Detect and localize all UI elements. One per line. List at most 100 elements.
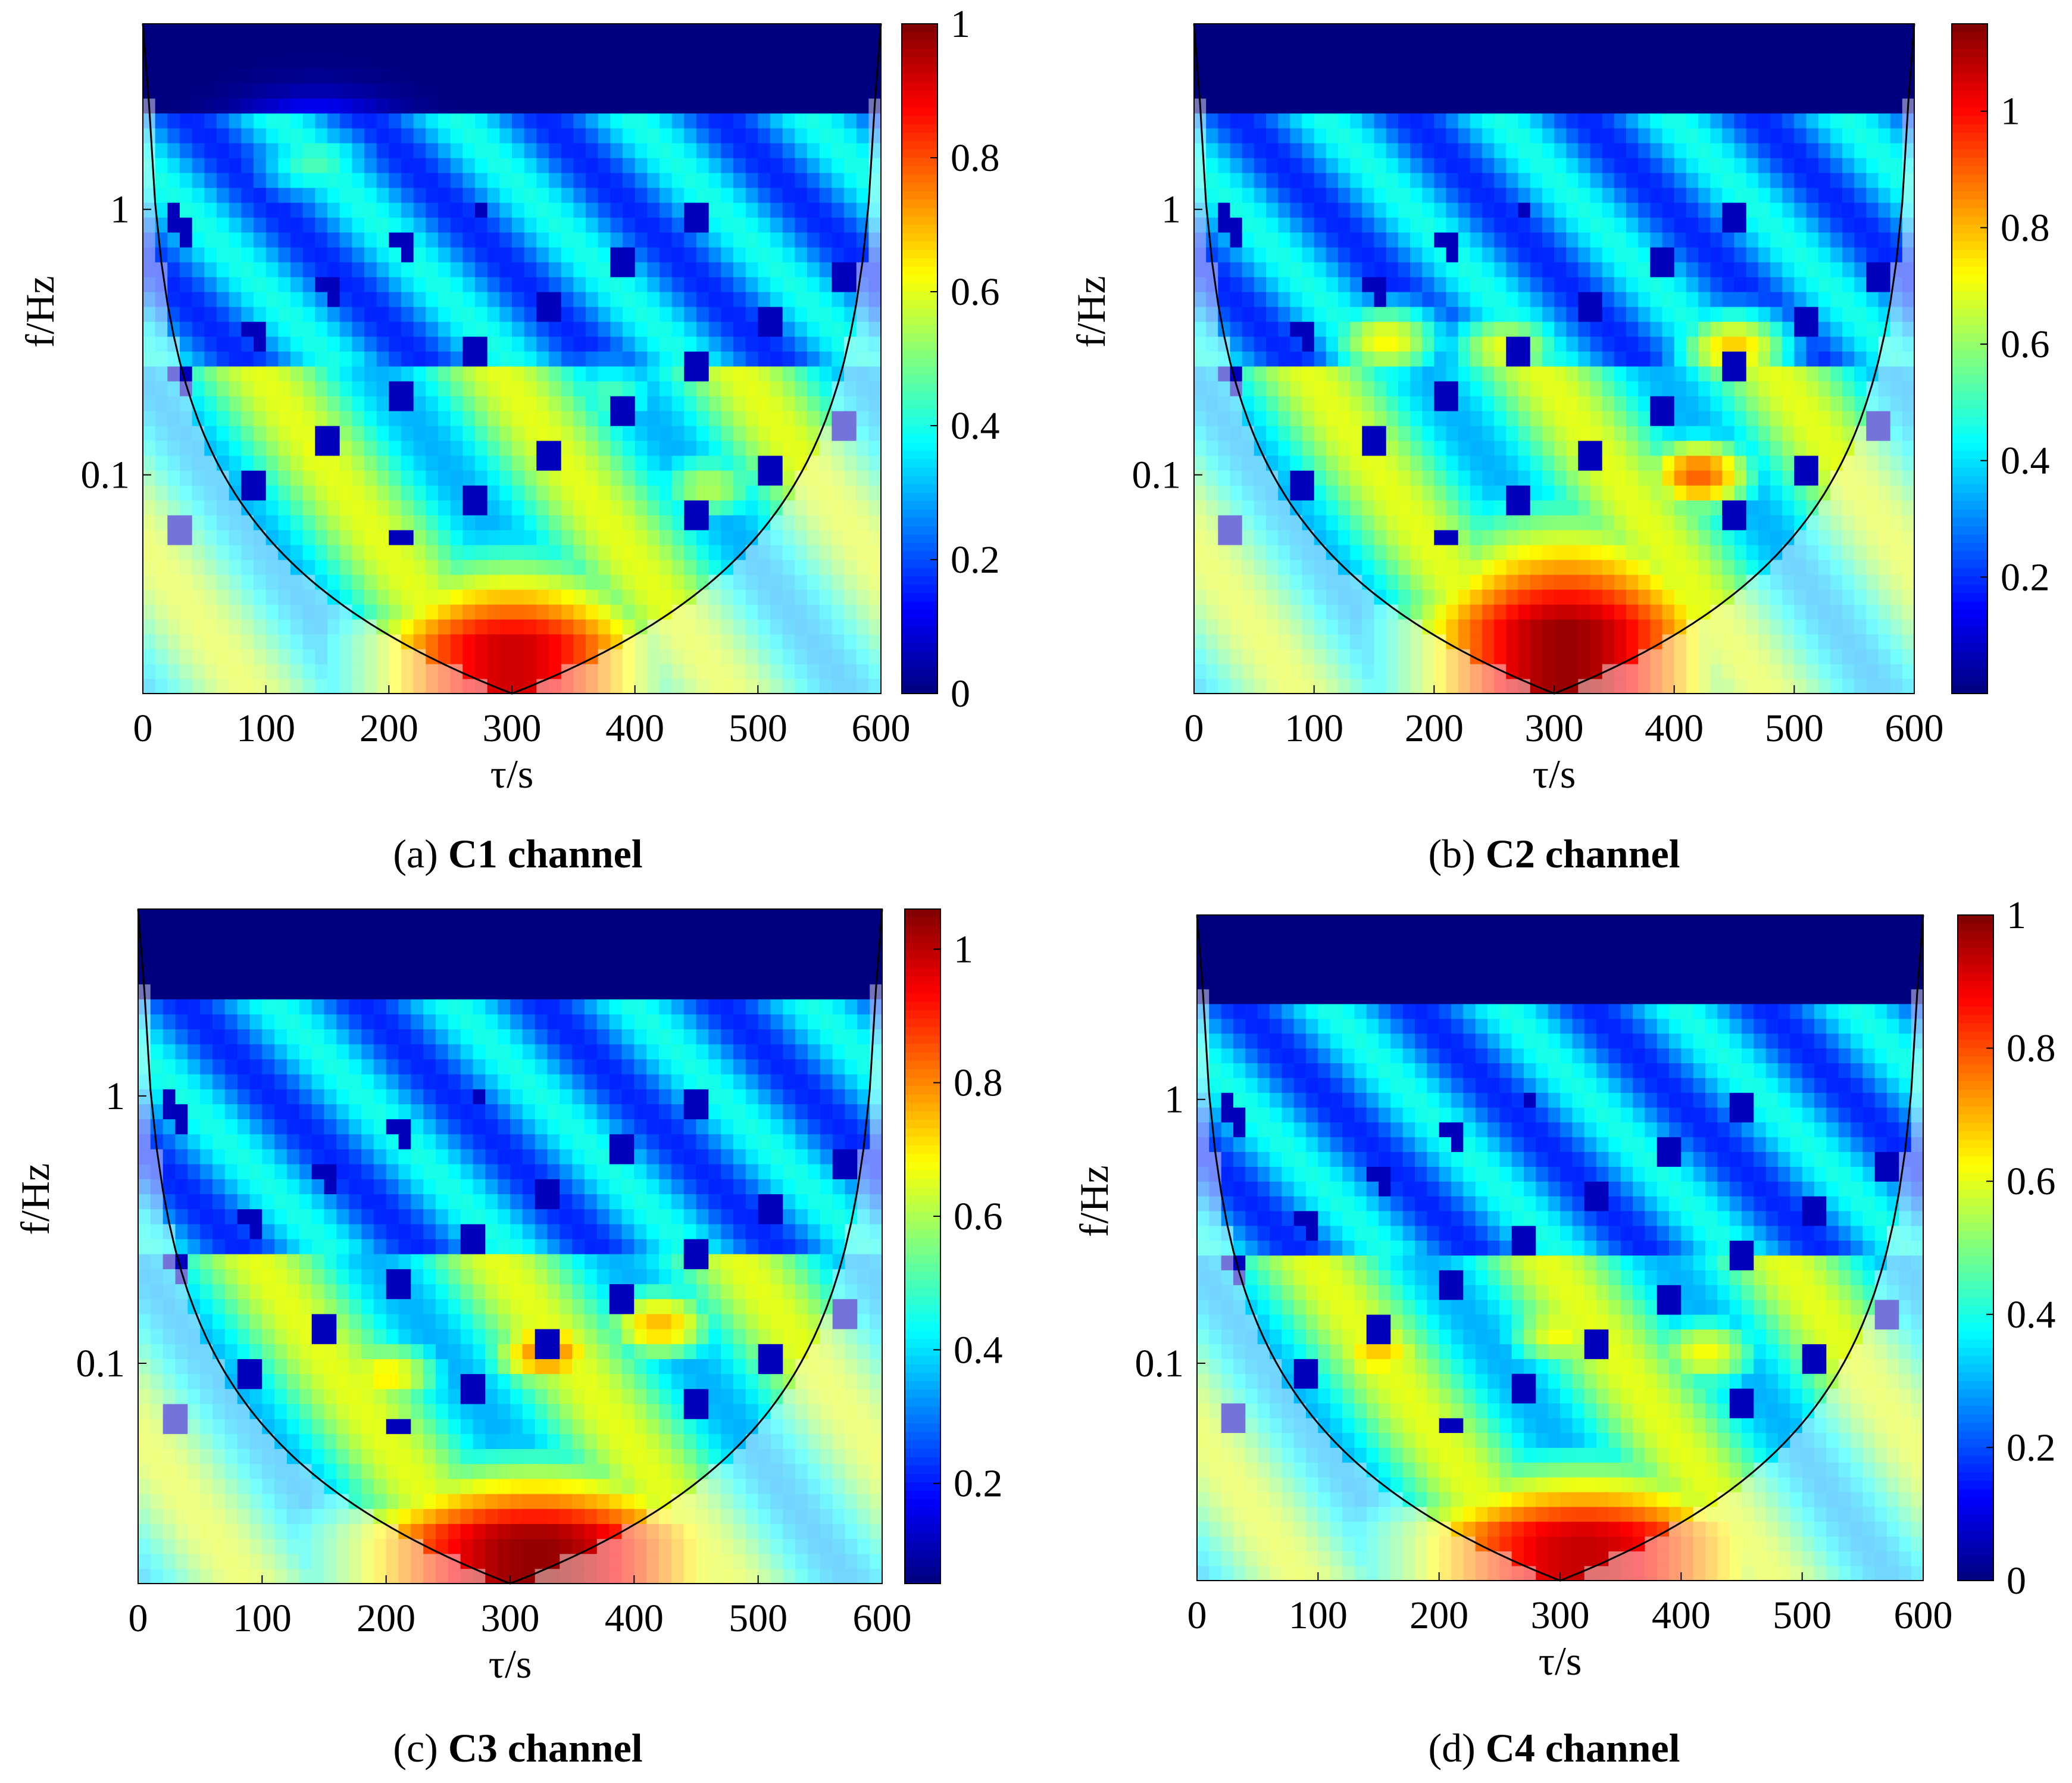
heatmap-cell xyxy=(1230,515,1243,530)
heatmap-cell xyxy=(623,158,636,173)
heatmap-cell xyxy=(1602,128,1615,143)
heatmap-cell xyxy=(1698,560,1711,575)
heatmap-cell xyxy=(721,455,734,471)
heatmap-cell xyxy=(376,277,389,292)
heatmap-cell xyxy=(376,664,389,679)
heatmap-cell xyxy=(696,98,710,114)
heatmap-cell xyxy=(782,307,795,322)
heatmap-cell xyxy=(1602,604,1615,620)
heatmap-cell xyxy=(1326,545,1339,560)
heatmap-cell xyxy=(352,530,365,545)
heatmap-cell xyxy=(462,411,476,426)
heatmap-cell xyxy=(1674,545,1687,560)
heatmap-cell xyxy=(561,54,574,69)
heatmap-cell xyxy=(1722,83,1735,99)
heatmap-cell xyxy=(1746,83,1759,99)
heatmap-cell xyxy=(610,351,623,367)
heatmap-cell xyxy=(167,158,180,173)
heatmap-cell xyxy=(708,307,721,322)
heatmap-cell xyxy=(770,515,783,530)
heatmap-cell xyxy=(1590,589,1603,605)
colorbar-segment xyxy=(902,32,937,41)
heatmap-cell xyxy=(623,411,636,426)
heatmap-cell xyxy=(278,426,291,441)
heatmap-cell xyxy=(1638,411,1651,426)
heatmap-cell xyxy=(1386,307,1399,322)
heatmap-cell xyxy=(758,589,771,605)
heatmap-cell xyxy=(376,39,389,54)
heatmap-cell xyxy=(733,649,746,664)
heatmap-cell xyxy=(1410,202,1423,218)
heatmap-cell xyxy=(1602,649,1615,664)
heatmap-cell xyxy=(684,292,697,307)
heatmap-cell xyxy=(1494,485,1507,501)
heatmap-cell xyxy=(770,321,783,337)
heatmap-cell xyxy=(1542,485,1555,501)
heatmap-cell xyxy=(721,381,734,396)
heatmap-cell xyxy=(647,619,660,635)
heatmap-cell xyxy=(1542,98,1555,114)
heatmap-cell xyxy=(524,247,537,263)
heatmap-cell xyxy=(376,24,389,39)
heatmap-cell xyxy=(1470,470,1483,486)
heatmap-cell xyxy=(438,470,451,486)
heatmap-cell xyxy=(708,247,721,263)
heatmap-cell xyxy=(844,188,857,203)
heatmap-cell xyxy=(1422,128,1435,143)
heatmap-cell xyxy=(647,381,660,396)
heatmap-cell xyxy=(1422,336,1435,352)
heatmap-cell xyxy=(647,54,660,69)
heatmap-cell xyxy=(832,292,845,307)
heatmap-cell xyxy=(832,545,845,560)
heatmap-cell xyxy=(721,515,734,530)
heatmap-cell xyxy=(721,485,734,501)
heatmap-cell xyxy=(1626,39,1639,54)
x-tick-label: 400 xyxy=(605,707,664,750)
heatmap-cell xyxy=(1422,83,1435,99)
heatmap-cell xyxy=(229,336,242,352)
heatmap-cell xyxy=(278,619,291,635)
heatmap-cell xyxy=(475,232,488,248)
heatmap-cell xyxy=(524,98,537,114)
heatmap-cell xyxy=(1722,113,1735,129)
heatmap-cell xyxy=(635,366,648,382)
heatmap-cell xyxy=(1350,336,1362,352)
heatmap-cell xyxy=(315,143,328,158)
heatmap-cell xyxy=(204,54,217,69)
heatmap-cell xyxy=(1326,619,1339,635)
heatmap-cell xyxy=(1266,634,1279,650)
heatmap-cell xyxy=(1374,411,1387,426)
heatmap-cell xyxy=(1590,292,1603,307)
heatmap-cell xyxy=(1710,426,1723,441)
heatmap-cell xyxy=(536,217,549,233)
heatmap-cell xyxy=(1590,411,1603,426)
heatmap-cell xyxy=(524,54,537,69)
heatmap-cell xyxy=(573,381,586,396)
heatmap-cell xyxy=(1722,530,1735,545)
heatmap-cell xyxy=(1686,574,1699,590)
heatmap-cell xyxy=(1362,470,1375,486)
heatmap-cell xyxy=(1374,455,1387,471)
heatmap-cell xyxy=(610,455,623,471)
heatmap-cell xyxy=(708,455,721,471)
heatmap-cell xyxy=(389,247,402,263)
heatmap-cell xyxy=(1686,143,1699,158)
heatmap-cell xyxy=(1374,321,1387,337)
heatmap-cell xyxy=(1530,426,1543,441)
heatmap-cell xyxy=(1470,351,1483,367)
heatmap-cell xyxy=(315,619,328,635)
heatmap-cell xyxy=(1230,98,1243,114)
heatmap-cell xyxy=(610,113,623,129)
heatmap-cell xyxy=(180,307,193,322)
heatmap-cell xyxy=(1710,574,1723,590)
heatmap-cell xyxy=(623,470,636,486)
heatmap-cell xyxy=(1386,366,1399,382)
heatmap-cell xyxy=(1302,262,1315,277)
heatmap-cell xyxy=(143,649,156,664)
heatmap-cell xyxy=(241,336,254,352)
heatmap-cell xyxy=(426,277,439,292)
heatmap-cell xyxy=(671,679,685,694)
heatmap-cell xyxy=(1554,455,1567,471)
heatmap-cell xyxy=(733,143,746,158)
heatmap-cell xyxy=(1518,351,1531,367)
